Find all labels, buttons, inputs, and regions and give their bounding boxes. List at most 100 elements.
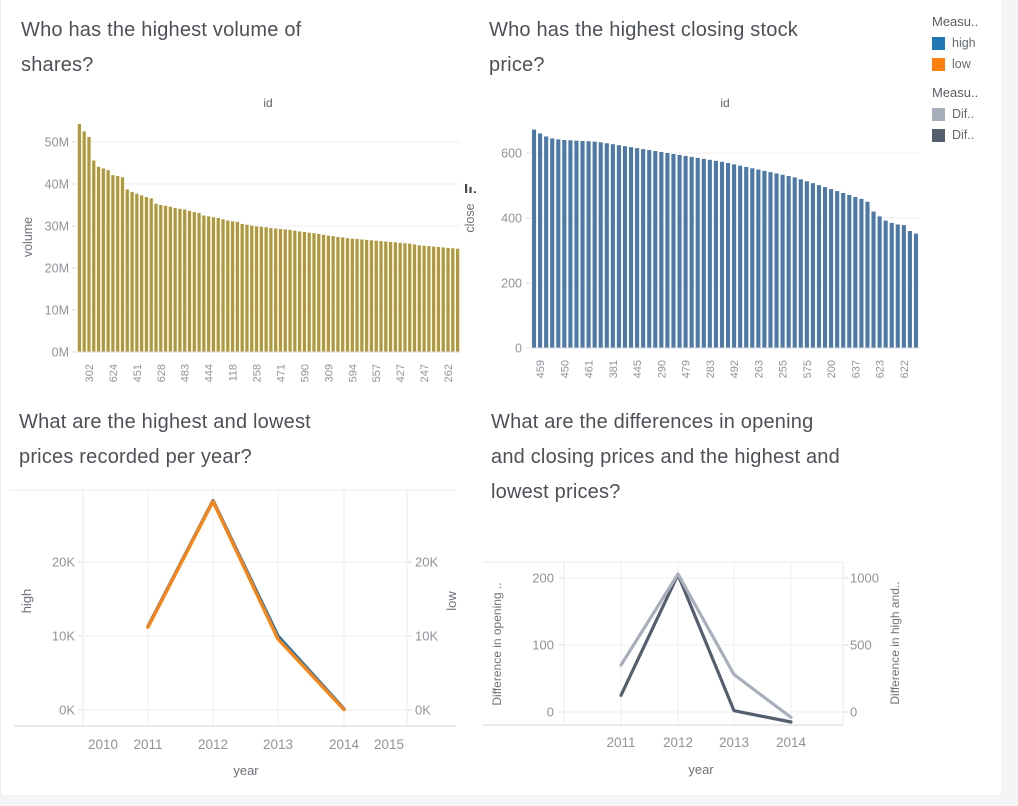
bar[interactable]: [101, 168, 105, 352]
bar[interactable]: [531, 129, 537, 348]
bar[interactable]: [116, 176, 120, 352]
bar[interactable]: [859, 198, 864, 348]
bar[interactable]: [226, 220, 230, 352]
bar[interactable]: [616, 145, 621, 348]
bar[interactable]: [254, 226, 259, 352]
bar[interactable]: [140, 195, 144, 352]
bar[interactable]: [197, 212, 201, 352]
differences-line-chart[interactable]: 0 0 100 500 200 1000 2011 2012 2013 2014 year Diffe…: [481, 520, 923, 795]
bar[interactable]: [865, 201, 870, 348]
bar[interactable]: [689, 156, 694, 348]
bar[interactable]: [441, 247, 445, 352]
bar[interactable]: [269, 228, 273, 352]
bar[interactable]: [647, 150, 652, 348]
bar[interactable]: [379, 241, 383, 352]
bar[interactable]: [135, 193, 139, 352]
bar[interactable]: [877, 216, 882, 349]
bar[interactable]: [816, 185, 822, 348]
bar[interactable]: [738, 165, 743, 348]
line-series[interactable]: [619, 572, 793, 720]
bar[interactable]: [125, 189, 129, 352]
bar[interactable]: [245, 224, 249, 352]
bar[interactable]: [221, 219, 225, 352]
bar[interactable]: [895, 224, 900, 349]
bar[interactable]: [278, 228, 283, 352]
bar[interactable]: [768, 172, 773, 348]
bar[interactable]: [432, 246, 436, 352]
bar[interactable]: [154, 203, 158, 352]
bar[interactable]: [580, 140, 585, 348]
bar[interactable]: [622, 146, 628, 348]
bar[interactable]: [725, 163, 731, 348]
bar[interactable]: [398, 242, 402, 352]
bar[interactable]: [283, 229, 287, 352]
bar[interactable]: [369, 240, 374, 352]
bar[interactable]: [149, 198, 153, 352]
bar[interactable]: [144, 197, 149, 352]
bar[interactable]: [317, 233, 321, 352]
bar[interactable]: [786, 176, 791, 348]
bar[interactable]: [659, 152, 664, 348]
bar[interactable]: [641, 149, 646, 348]
bar[interactable]: [568, 140, 573, 348]
bar[interactable]: [274, 228, 278, 352]
bar[interactable]: [183, 209, 187, 352]
bar[interactable]: [355, 239, 359, 352]
bar[interactable]: [550, 138, 555, 349]
bar[interactable]: [544, 136, 549, 348]
bar[interactable]: [798, 179, 803, 348]
bar[interactable]: [822, 187, 828, 349]
bar[interactable]: [345, 238, 350, 352]
bar[interactable]: [446, 247, 450, 352]
bar[interactable]: [556, 139, 561, 348]
bar[interactable]: [187, 210, 192, 352]
bar[interactable]: [436, 247, 441, 352]
bar[interactable]: [604, 143, 609, 348]
legend-item-diff-open-close[interactable]: Dif..: [932, 128, 1004, 142]
bar[interactable]: [403, 243, 407, 352]
bar[interactable]: [331, 236, 335, 352]
bar[interactable]: [574, 140, 579, 348]
bar[interactable]: [422, 245, 426, 352]
bar[interactable]: [130, 191, 134, 352]
bar[interactable]: [293, 230, 297, 352]
bar[interactable]: [841, 192, 846, 348]
legend-item-diff-high-low[interactable]: Dif..: [932, 107, 1004, 121]
bar[interactable]: [713, 160, 718, 348]
bar[interactable]: [388, 241, 393, 352]
bar[interactable]: [178, 208, 182, 352]
bar[interactable]: [451, 248, 455, 352]
bar[interactable]: [202, 215, 206, 353]
bar[interactable]: [871, 211, 876, 349]
bar[interactable]: [586, 141, 591, 348]
high-low-line-chart[interactable]: 0K 0K 10K 10K 20K 20K 2010 2011 2012 2013 2014 2015…: [1, 483, 471, 795]
bar[interactable]: [365, 239, 369, 352]
bar[interactable]: [538, 133, 543, 349]
bar[interactable]: [250, 225, 254, 352]
bar[interactable]: [173, 207, 177, 352]
bar[interactable]: [326, 235, 330, 352]
bar[interactable]: [707, 159, 712, 348]
bar[interactable]: [259, 226, 263, 352]
bar[interactable]: [562, 140, 567, 348]
bar[interactable]: [653, 151, 658, 348]
bar[interactable]: [829, 189, 834, 348]
bar[interactable]: [719, 161, 725, 348]
bar[interactable]: [750, 168, 755, 348]
bar[interactable]: [628, 147, 634, 348]
bar[interactable]: [732, 164, 737, 349]
bar[interactable]: [417, 245, 421, 352]
bar[interactable]: [288, 229, 292, 352]
bar[interactable]: [341, 237, 345, 352]
bar[interactable]: [913, 233, 919, 348]
bar[interactable]: [635, 148, 640, 349]
bar[interactable]: [762, 170, 767, 349]
bar[interactable]: [192, 212, 196, 352]
bar[interactable]: [744, 166, 749, 348]
legend-item-low[interactable]: low: [932, 57, 1004, 71]
bar[interactable]: [384, 241, 388, 352]
bar[interactable]: [106, 170, 110, 352]
bar[interactable]: [350, 238, 354, 352]
bar[interactable]: [610, 144, 615, 348]
bar[interactable]: [774, 173, 779, 348]
